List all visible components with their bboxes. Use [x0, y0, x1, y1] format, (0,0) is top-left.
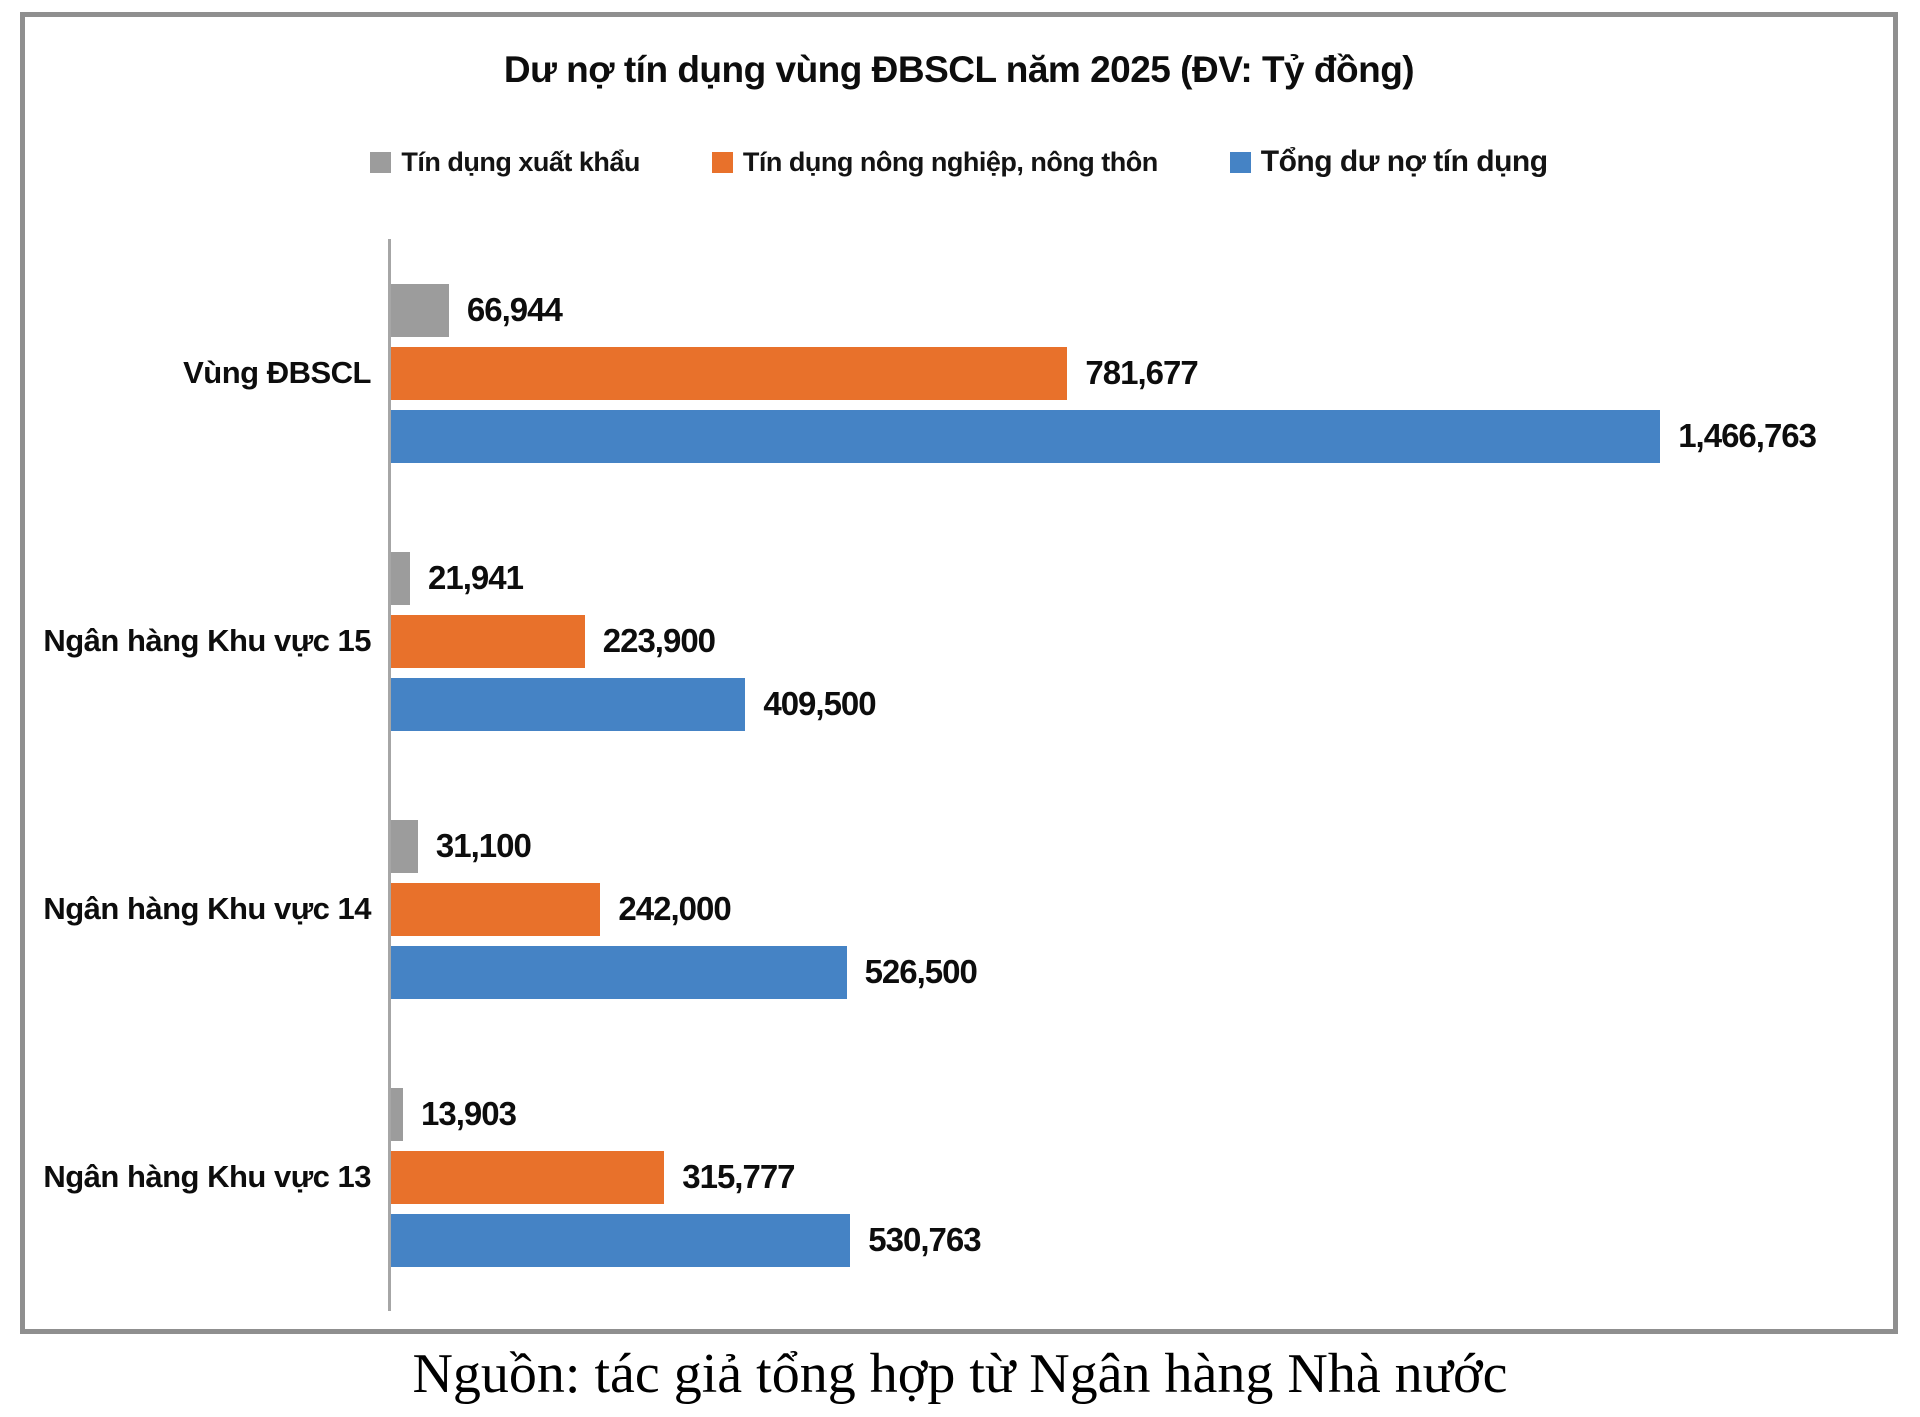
- legend-label-total: Tổng dư nợ tín dụng: [1260, 145, 1548, 178]
- bar-group-1: Ngân hàng Khu vực 15 21,941 223,900 409,500: [43, 551, 1888, 731]
- bar-row-xuat-khau-1: 21,941: [391, 551, 1888, 605]
- category-label-1: Ngân hàng Khu vực 15: [43, 623, 371, 658]
- bar-row-tong-du-no-2: 526,500: [391, 945, 1888, 999]
- value-label-xuat-khau-0: 66,944: [466, 291, 563, 328]
- category-label-2: Ngân hàng Khu vực 14: [43, 891, 371, 926]
- bar-row-tong-du-no-3: 530,763: [391, 1213, 1888, 1267]
- bar-tong-du-no-3: [391, 1213, 851, 1267]
- value-label-nong-nghiep-2: 242,000: [618, 890, 731, 927]
- bar-xuat-khau-3: [391, 1087, 404, 1141]
- legend-label-export: Tín dụng xuất khẩu: [401, 146, 640, 177]
- bar-row-nong-nghiep-2: 242,000: [391, 882, 1888, 936]
- bar-row-xuat-khau-2: 31,100: [391, 819, 1888, 873]
- bar-nong-nghiep-0: [391, 346, 1068, 400]
- bar-tong-du-no-2: [391, 945, 847, 999]
- value-label-xuat-khau-1: 21,941: [427, 559, 524, 596]
- value-label-xuat-khau-3: 13,903: [421, 1095, 517, 1132]
- category-label-0: Vùng ĐBSCL: [183, 355, 371, 390]
- bar-row-tong-du-no-0: 1,466,763: [391, 409, 1888, 463]
- bar-xuat-khau-1: [391, 551, 410, 605]
- bar-nong-nghiep-2: [391, 882, 601, 936]
- legend-item-export: Tín dụng xuất khẩu: [370, 147, 640, 178]
- legend-swatch-gray-icon: [370, 151, 392, 173]
- legend-item-agriculture: Tín dụng nông nghiệp, nông thôn: [711, 146, 1158, 178]
- bar-tong-du-no-1: [391, 677, 746, 731]
- legend-swatch-orange-icon: [711, 151, 733, 173]
- bar-row-tong-du-no-1: 409,500: [391, 677, 1888, 731]
- chart-frame: Dư nợ tín dụng vùng ĐBSCL năm 2025 (ĐV: …: [20, 12, 1898, 1334]
- legend-item-total: Tổng dư nợ tín dụng: [1229, 145, 1548, 179]
- bar-row-xuat-khau-3: 13,903: [391, 1087, 1888, 1141]
- bar-tong-du-no-0: [391, 409, 1661, 463]
- bar-row-nong-nghiep-3: 315,777: [391, 1150, 1888, 1204]
- value-label-tong-du-no-0: 1,466,763: [1678, 417, 1817, 454]
- value-label-xuat-khau-2: 31,100: [435, 827, 532, 864]
- value-label-nong-nghiep-0: 781,677: [1085, 354, 1198, 391]
- value-label-nong-nghiep-1: 223,900: [602, 622, 716, 659]
- value-label-nong-nghiep-3: 315,777: [682, 1158, 795, 1195]
- legend-swatch-blue-icon: [1229, 151, 1251, 173]
- value-label-tong-du-no-1: 409,500: [763, 685, 876, 722]
- bar-nong-nghiep-1: [391, 614, 585, 668]
- value-label-tong-du-no-2: 526,500: [864, 953, 978, 990]
- bar-group-3: Ngân hàng Khu vực 13 13,903 315,777 530,763: [43, 1087, 1888, 1267]
- bar-row-nong-nghiep-1: 223,900: [391, 614, 1888, 668]
- bar-nong-nghiep-3: [391, 1150, 665, 1204]
- value-label-tong-du-no-3: 530,763: [868, 1221, 981, 1258]
- bar-row-xuat-khau-0: 66,944: [391, 283, 1888, 337]
- source-caption: Nguồn: tác giả tổng hợp từ Ngân hàng Nhà…: [412, 1343, 1508, 1405]
- legend-label-agriculture: Tín dụng nông nghiệp, nông thôn: [742, 146, 1158, 177]
- category-label-3: Ngân hàng Khu vực 13: [43, 1159, 371, 1194]
- legend: Tín dụng xuất khẩu Tín dụng nông nghiệp,…: [25, 145, 1893, 179]
- plot-area: Vùng ĐBSCL 66,944 781,677 1,466,763 Ngân hàn…: [43, 239, 1888, 1311]
- bar-xuat-khau-0: [391, 283, 449, 337]
- bar-xuat-khau-2: [391, 819, 418, 873]
- bar-group-0: Vùng ĐBSCL 66,944 781,677 1,466,763: [183, 283, 1888, 463]
- chart-title: Dư nợ tín dụng vùng ĐBSCL năm 2025 (ĐV: …: [503, 49, 1415, 90]
- bar-row-nong-nghiep-0: 781,677: [391, 346, 1888, 400]
- bar-group-2: Ngân hàng Khu vực 14 31,100 242,000 526,500: [43, 819, 1888, 999]
